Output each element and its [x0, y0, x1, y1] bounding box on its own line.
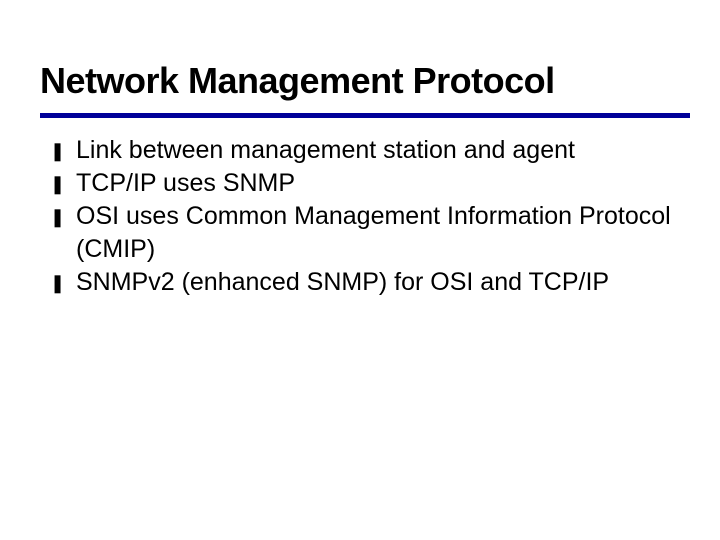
slide-body: ❚Link between management station and age…: [50, 134, 680, 299]
bullet-text: OSI uses Common Management Information P…: [76, 200, 680, 266]
slide-title: Network Management Protocol: [40, 60, 680, 102]
title-underline: [40, 113, 690, 118]
bullet-item: ❚Link between management station and age…: [50, 134, 680, 167]
bullet-text: SNMPv2 (enhanced SNMP) for OSI and TCP/I…: [76, 266, 680, 299]
bullet-text: TCP/IP uses SNMP: [76, 167, 680, 200]
bullet-item: ❚SNMPv2 (enhanced SNMP) for OSI and TCP/…: [50, 266, 680, 299]
bullet-text: Link between management station and agen…: [76, 134, 680, 167]
bullet-icon: ❚: [50, 267, 76, 300]
bullet-icon: ❚: [50, 135, 76, 168]
bullet-icon: ❚: [50, 168, 76, 201]
bullet-item: ❚OSI uses Common Management Information …: [50, 200, 680, 266]
slide: Network Management Protocol ❚Link betwee…: [0, 0, 720, 540]
bullet-item: ❚TCP/IP uses SNMP: [50, 167, 680, 200]
bullet-icon: ❚: [50, 201, 76, 234]
